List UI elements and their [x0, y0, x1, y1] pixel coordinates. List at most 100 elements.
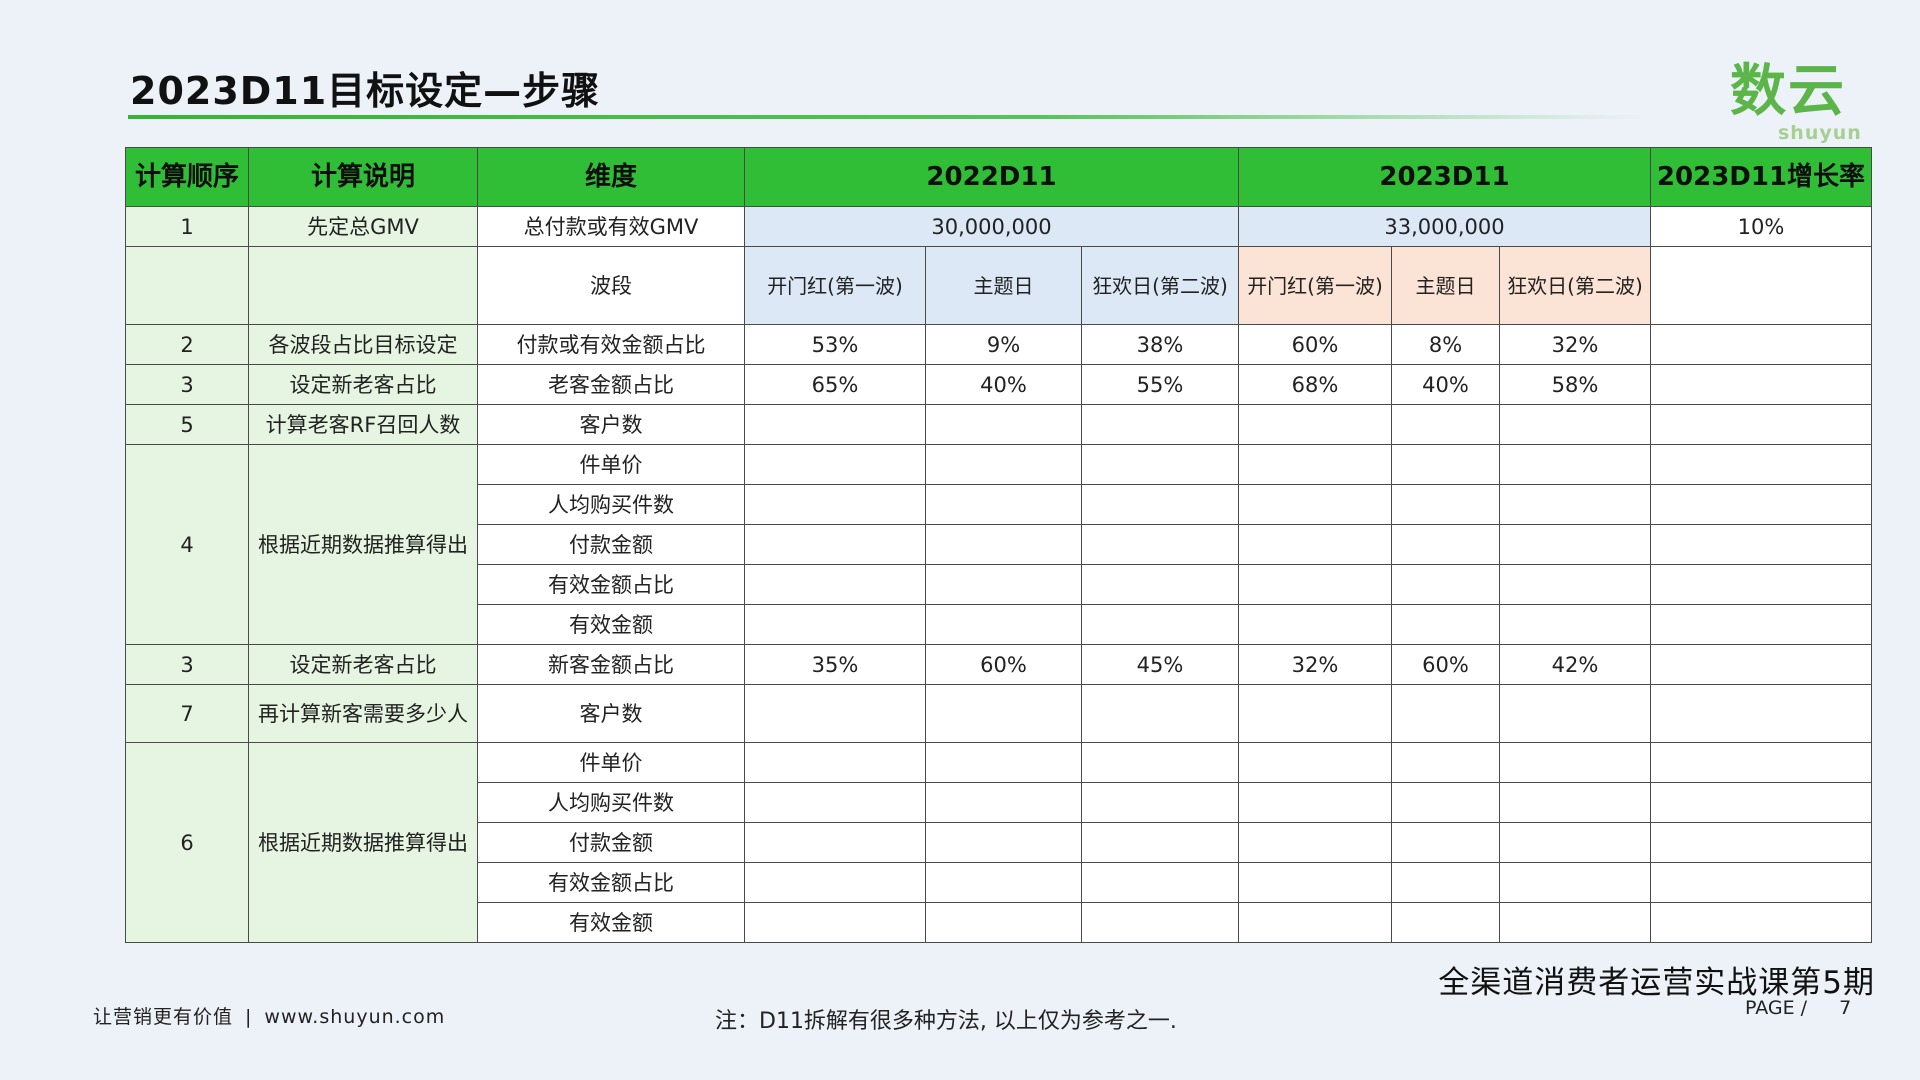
cell-empty: [1081, 444, 1239, 485]
cell-empty: [1391, 742, 1500, 783]
header-order: 计算顺序: [125, 147, 249, 207]
cell-growth: [1650, 822, 1872, 863]
website-link[interactable]: www.shuyun.com: [264, 1006, 446, 1028]
header-dimension: 维度: [477, 147, 745, 207]
cell-empty: [1499, 782, 1651, 823]
title-underline: [128, 115, 1648, 119]
cell-growth: [1650, 604, 1872, 645]
cell-dimension: 有效金额占比: [477, 564, 745, 605]
cell-empty: [1499, 404, 1651, 445]
cell-empty: [925, 742, 1082, 783]
cell-value: 8%: [1391, 324, 1500, 365]
cell-dimension: 人均购买件数: [477, 484, 745, 525]
cell-empty: [1238, 444, 1392, 485]
cell-value: 40%: [1391, 364, 1500, 405]
table-header-row: 计算顺序 计算说明 维度 2022D11 2023D11 2023D11增长率: [125, 147, 1872, 207]
cell-empty: [925, 782, 1082, 823]
cell-empty: [1499, 564, 1651, 605]
cell-empty: [1081, 604, 1239, 645]
separator: |: [245, 1006, 253, 1028]
cell-value: 32%: [1238, 644, 1392, 685]
page-number: 7: [1839, 997, 1852, 1019]
cell-empty: [744, 564, 926, 605]
cell-empty: [1391, 862, 1500, 903]
brand-logo: 数云 shuyun: [1720, 60, 1870, 150]
cell-empty: [744, 902, 926, 943]
cell-empty: [925, 444, 1082, 485]
cell-desc: 根据近期数据推算得出: [248, 444, 478, 645]
cell-growth: [1650, 564, 1872, 605]
cell-empty: [1238, 684, 1392, 743]
cell-empty: [925, 862, 1082, 903]
table-row: 2 各波段占比目标设定 付款或有效金额占比 53% 9% 38% 60% 8% …: [125, 324, 1872, 365]
cell-value: 68%: [1238, 364, 1392, 405]
cell-empty: [1391, 564, 1500, 605]
cell-desc: 设定新老客占比: [248, 364, 478, 405]
table-row: 有效金额占比: [126, 862, 1872, 903]
cell-value: 40%: [925, 364, 1082, 405]
cell-empty: [1238, 902, 1392, 943]
cell-empty: [1499, 604, 1651, 645]
cell-empty: [744, 404, 926, 445]
logo-text-cn: 数云: [1730, 59, 1846, 124]
cell-growth: [1650, 444, 1872, 485]
cell-wave-2022-3: 狂欢日(第二波): [1081, 246, 1239, 325]
cell-dimension: 总付款或有效GMV: [477, 206, 745, 247]
cell-empty: [925, 564, 1082, 605]
table-row: 4 根据近期数据推算得出 件单价: [125, 444, 1872, 645]
cell-order: 3: [125, 364, 249, 405]
cell-wave-2023-2: 主题日: [1391, 246, 1500, 325]
slogan-text: 让营销更有价值: [93, 1006, 234, 1028]
cell-order: 2: [125, 324, 249, 365]
cell-empty: [1238, 862, 1392, 903]
cell-empty: [1391, 444, 1500, 485]
cell-empty: [1081, 484, 1239, 525]
cell-order: 5: [125, 404, 249, 445]
cell-empty: [1081, 524, 1239, 565]
cell-empty: [1081, 782, 1239, 823]
cell-value: 32%: [1499, 324, 1651, 365]
cell-empty: [744, 782, 926, 823]
cell-empty: [925, 684, 1082, 743]
cell-empty: [1238, 604, 1392, 645]
logo-text-en: shuyun: [1778, 122, 1862, 144]
cell-growth: [1650, 484, 1872, 525]
course-title: 全渠道消费者运营实战课第5期: [1438, 965, 1875, 1001]
cell-value: 53%: [744, 324, 926, 365]
cell-growth: [1650, 246, 1872, 325]
cell-empty: [1499, 484, 1651, 525]
table-row: 1 先定总GMV 总付款或有效GMV 30,000,000 33,000,000…: [125, 206, 1872, 247]
cell-wave-2022-1: 开门红(第一波): [744, 246, 926, 325]
table-row: 波段 开门红(第一波) 主题日 狂欢日(第二波) 开门红(第一波) 主题日 狂欢…: [125, 246, 1872, 325]
table-row: 有效金额占比: [126, 564, 1872, 605]
cell-empty: [1499, 444, 1651, 485]
cell-empty: [744, 742, 926, 783]
table-row: 人均购买件数: [126, 782, 1872, 823]
cell-dimension: 老客金额占比: [477, 364, 745, 405]
footer-slogan: 让营销更有价值 | www.shuyun.com: [93, 1002, 445, 1029]
cell-dimension: 付款金额: [477, 822, 745, 863]
cell-order: [125, 246, 249, 325]
cell-order: 1: [125, 206, 249, 247]
table-row: 3 设定新老客占比 老客金额占比 65% 40% 55% 68% 40% 58%: [125, 364, 1872, 405]
cell-empty: [1391, 404, 1500, 445]
cell-growth: [1650, 902, 1872, 943]
cell-gmv-2022: 30,000,000: [744, 206, 1239, 247]
cell-dimension: 波段: [477, 246, 745, 325]
table-row: 3 设定新老客占比 新客金额占比 35% 60% 45% 32% 60% 42%: [125, 644, 1872, 685]
cell-desc: 计算老客RF召回人数: [248, 404, 478, 445]
cell-empty: [1499, 684, 1651, 743]
cell-empty: [1499, 822, 1651, 863]
cell-empty: [744, 822, 926, 863]
cell-growth: [1650, 644, 1872, 685]
cell-empty: [1238, 782, 1392, 823]
cell-dimension: 付款金额: [477, 524, 745, 565]
cell-growth: 10%: [1650, 206, 1872, 247]
cell-order: 3: [125, 644, 249, 685]
cell-empty: [1081, 822, 1239, 863]
header-2023d11: 2023D11: [1238, 147, 1651, 207]
table-row: 有效金额: [126, 604, 1872, 645]
page-title: 2023D11目标设定—步骤: [130, 69, 601, 113]
cell-empty: [1081, 742, 1239, 783]
cell-empty: [1391, 822, 1500, 863]
